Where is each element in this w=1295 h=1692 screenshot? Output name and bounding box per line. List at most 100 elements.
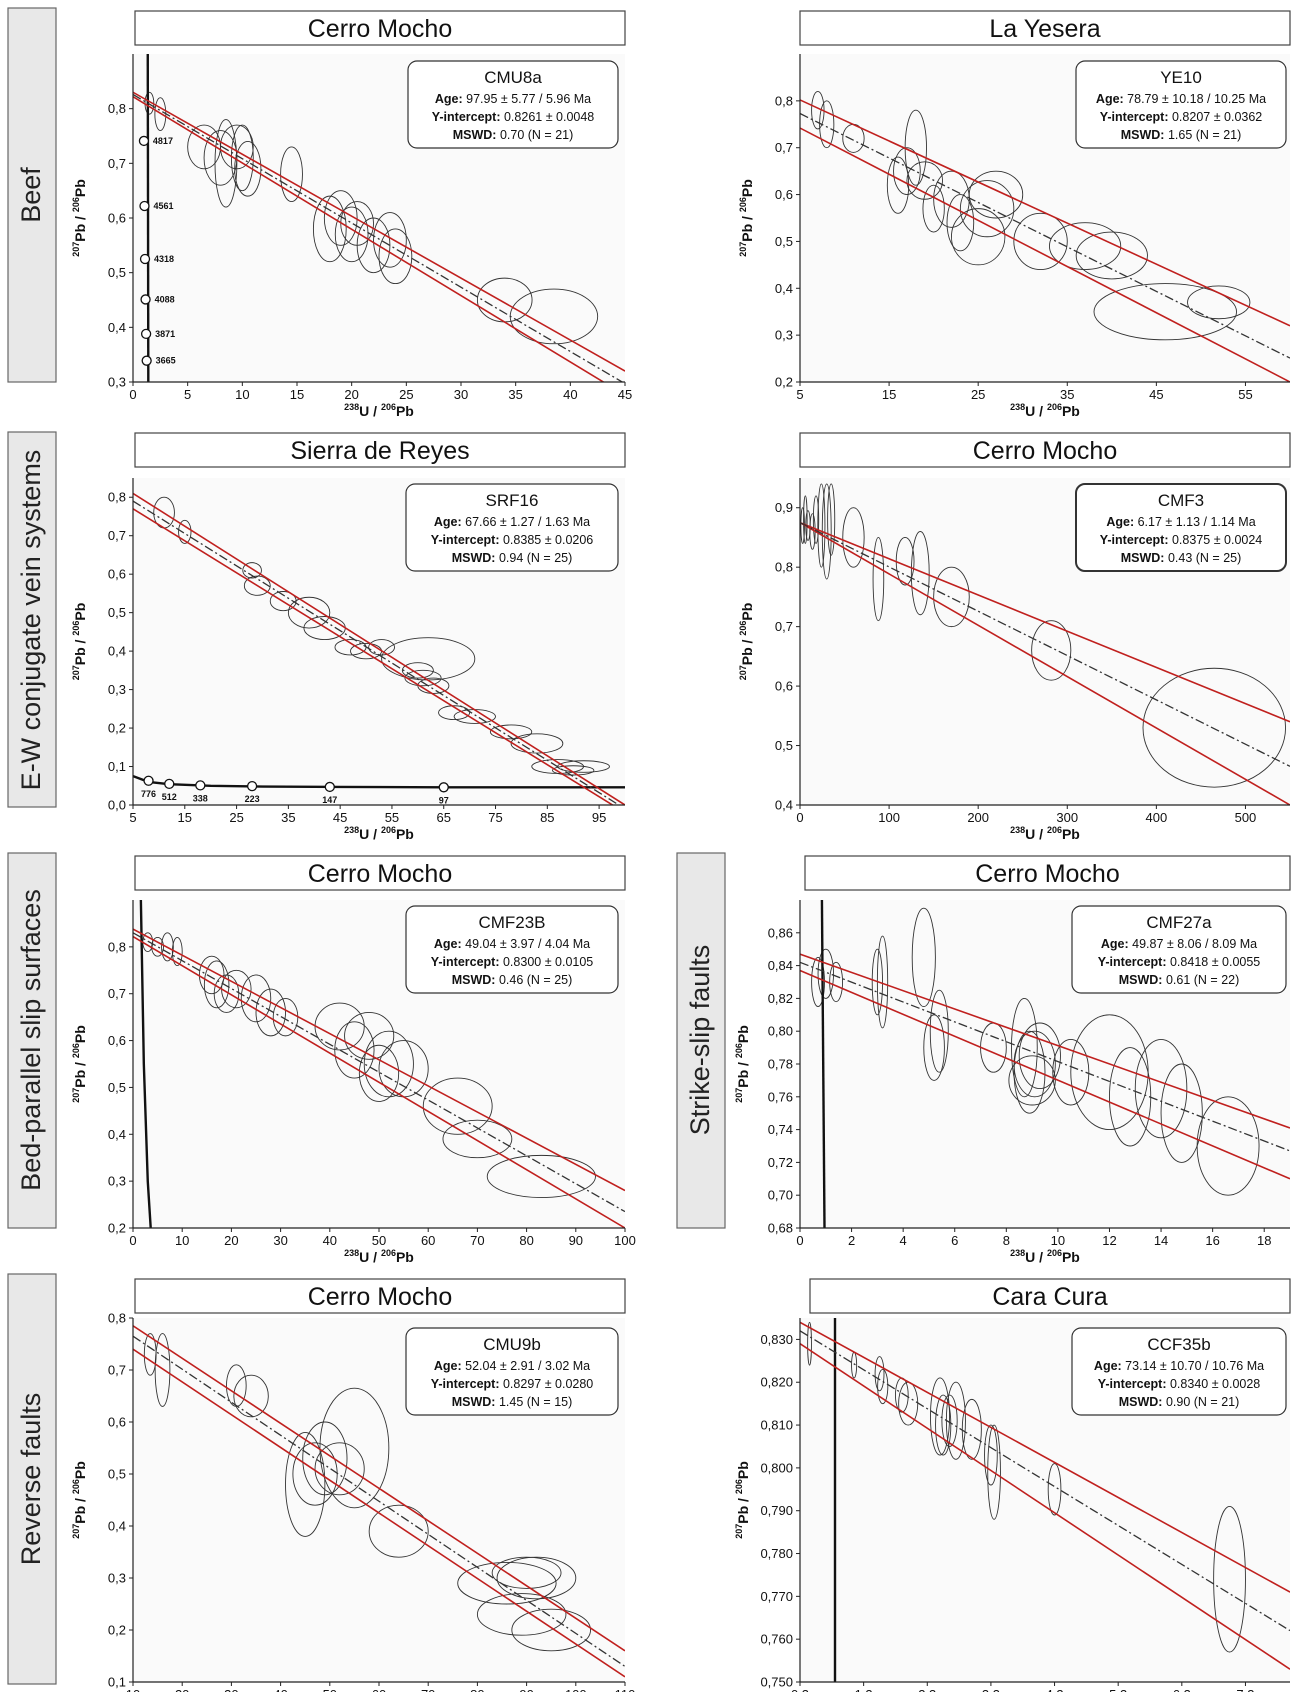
regression-envelope-upper xyxy=(133,91,625,372)
x-tick-label: 2,3 xyxy=(918,1687,936,1692)
regression-mean-line xyxy=(800,1330,1290,1632)
error-ellipse xyxy=(312,195,347,263)
error-ellipse xyxy=(230,124,254,192)
x-tick-label: 110 xyxy=(615,1687,636,1692)
x-axis-label: 238U / 206Pb xyxy=(344,402,414,419)
y-tick-label: 0,4 xyxy=(775,798,793,813)
y-tick-label: 0,9 xyxy=(775,500,793,515)
y-tick-label: 0,6 xyxy=(108,1033,126,1048)
x-tick-label: 0 xyxy=(796,810,803,825)
x-tick-label: 5 xyxy=(796,387,803,402)
y-tick-label: 0,3 xyxy=(108,1571,126,1586)
x-tick-label: 0,3 xyxy=(791,1687,809,1692)
x-tick-label: 35 xyxy=(281,810,295,825)
concordia-curve xyxy=(820,900,826,1228)
y-tick-label: 0,72 xyxy=(768,1155,793,1170)
error-ellipse xyxy=(511,1608,592,1652)
concordia-age-label: 4561 xyxy=(153,201,173,211)
chart-title-box xyxy=(799,10,1291,46)
y-axis-label: 207Pb / 206Pb xyxy=(734,1025,751,1103)
regression-mean-line xyxy=(800,112,1290,359)
error-ellipse xyxy=(363,1030,414,1098)
x-tick-label: 15 xyxy=(178,810,192,825)
category-bed-parallel: Bed-parallel slip surfaces xyxy=(7,852,57,1229)
chart-title-box xyxy=(134,432,626,468)
sample-stat-line: Y-intercept: 0.8385 ± 0.0206 xyxy=(431,533,594,547)
chart-panel-6: Cerro Mocho 0 2 4 6 8 10 12 14 16 18 0,68 0,70 0,72 0,… xyxy=(734,855,1291,1265)
error-ellipse xyxy=(906,161,943,200)
error-ellipse xyxy=(1052,1038,1090,1106)
y-tick-label: 0,6 xyxy=(775,679,793,694)
x-tick-label: 60 xyxy=(421,1233,435,1248)
x-tick-label: 5 xyxy=(184,387,191,402)
regression-envelope-upper xyxy=(800,1321,1290,1593)
x-tick-label: 100 xyxy=(614,1233,636,1248)
regression-mean-line xyxy=(800,961,1290,1152)
x-tick-label: 85 xyxy=(540,810,554,825)
error-ellipse xyxy=(368,1504,429,1558)
x-tick-label: 45 xyxy=(1149,387,1163,402)
concordia-age-marker xyxy=(139,200,150,212)
y-tick-label: 0,4 xyxy=(108,1519,126,1534)
y-tick-label: 0,8 xyxy=(108,1311,126,1326)
error-ellipse xyxy=(154,1333,171,1407)
error-ellipse xyxy=(941,1394,958,1447)
sample-stat-line: Y-intercept: 0.8300 ± 0.0105 xyxy=(431,955,594,969)
error-ellipse xyxy=(1142,667,1286,788)
concordia-age-label: 3665 xyxy=(156,356,176,366)
chart-title-box xyxy=(799,432,1291,468)
category-label-ew-conjugate: E-W conjugate vein systems xyxy=(16,450,46,791)
x-tick-label: 2 xyxy=(848,1233,855,1248)
regression-envelope-lower xyxy=(800,521,1290,805)
x-tick-label: 4 xyxy=(900,1233,907,1248)
sample-stat-line: MSWD: 1.45 (N = 15) xyxy=(452,1395,573,1409)
sample-stat-line: Age: 67.66 ± 1.27 / 1.63 Ma xyxy=(434,515,590,529)
sample-name: CMF23B xyxy=(478,913,545,932)
y-tick-label: 0,8 xyxy=(775,93,793,108)
sample-stat-line: MSWD: 0.43 (N = 25) xyxy=(1121,551,1242,565)
x-tick-label: 1,3 xyxy=(855,1687,873,1692)
error-ellipse xyxy=(1011,997,1038,1098)
sample-stat-line: Y-intercept: 0.8261 ± 0.0048 xyxy=(432,110,595,124)
error-ellipse xyxy=(234,141,262,197)
x-tick-label: 50 xyxy=(372,1233,386,1248)
x-tick-label: 65 xyxy=(437,810,451,825)
x-tick-label: 16 xyxy=(1205,1233,1219,1248)
y-tick-label: 0,2 xyxy=(775,375,793,390)
y-tick-label: 0,810 xyxy=(760,1418,793,1433)
x-tick-label: 30 xyxy=(273,1233,287,1248)
y-tick-label: 0,84 xyxy=(768,958,793,973)
x-tick-label: 500 xyxy=(1235,810,1257,825)
sample-stat-line: Age: 78.79 ± 10.18 / 10.25 Ma xyxy=(1096,92,1266,106)
y-tick-label: 0,6 xyxy=(775,187,793,202)
y-tick-label: 0,86 xyxy=(768,925,793,940)
concordia-age-label: 223 xyxy=(245,794,260,804)
x-tick-label: 10 xyxy=(175,1233,189,1248)
x-tick-label: 0 xyxy=(129,387,136,402)
error-ellipse xyxy=(829,961,844,1003)
y-tick-label: 0,770 xyxy=(760,1589,793,1604)
sample-stat-line: Y-intercept: 0.8418 ± 0.0055 xyxy=(1098,955,1261,969)
plot-contents xyxy=(133,54,625,382)
y-tick-label: 0,7 xyxy=(108,986,126,1001)
x-tick-label: 25 xyxy=(971,387,985,402)
regression-envelope-lower xyxy=(133,508,615,805)
sample-stat-line: Age: 52.04 ± 2.91 / 3.02 Ma xyxy=(434,1359,590,1373)
plot-contents xyxy=(133,1325,625,1678)
error-ellipse xyxy=(1196,1096,1260,1196)
plot-contents xyxy=(800,483,1290,805)
y-tick-label: 0,3 xyxy=(108,682,126,697)
concordia-age-label: 4817 xyxy=(153,136,173,146)
regression-envelope-lower xyxy=(133,95,605,382)
error-ellipse xyxy=(803,495,808,544)
y-tick-label: 0,78 xyxy=(768,1057,793,1072)
y-tick-label: 0,76 xyxy=(768,1089,793,1104)
category-label-reverse-faults: Reverse faults xyxy=(16,1393,46,1566)
concordia-age-marker xyxy=(164,778,175,789)
concordia-age-label: 776 xyxy=(141,789,156,799)
x-tick-label: 75 xyxy=(488,810,502,825)
error-ellipse xyxy=(811,956,825,1008)
y-tick-label: 0,8 xyxy=(775,560,793,575)
concordia-age-marker xyxy=(438,782,449,793)
